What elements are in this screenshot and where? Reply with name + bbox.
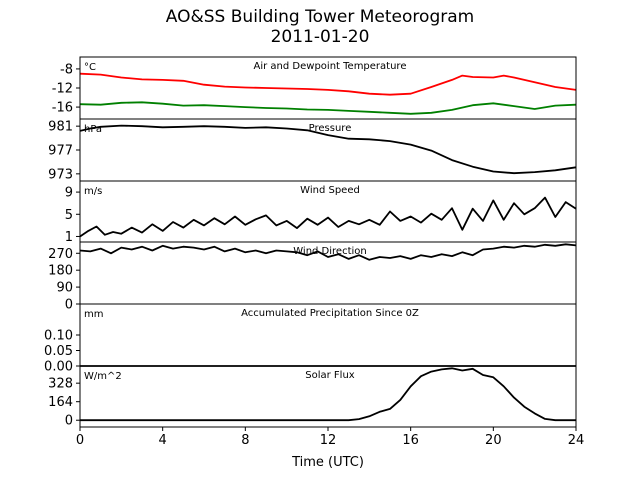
x-tick-label: 16 xyxy=(402,433,419,448)
unit-label-solar: W/m^2 xyxy=(84,371,122,382)
y-tick-label-wind_speed: 5 xyxy=(65,208,73,223)
y-tick-label-wind_direction: 270 xyxy=(48,247,73,262)
series-line-temperature-0 xyxy=(79,72,577,96)
y-tick-label-wind_direction: 0 xyxy=(65,298,73,313)
panel-pressure: 981 977 973 hPa Pressure xyxy=(48,118,577,182)
x-tick-label: 12 xyxy=(320,433,337,448)
panel-title-pressure: Pressure xyxy=(309,123,352,134)
x-tick-label: 20 xyxy=(485,433,502,448)
y-tick-label-temperature: -12 xyxy=(52,82,73,97)
y-tick-label-precipitation: 0.00 xyxy=(44,360,73,375)
panel-solar: 328 164 0 W/m^2 Solar Flux 0 4 8 12 16 20 24 xyxy=(48,365,585,448)
y-tick-label-temperature: -8 xyxy=(60,62,73,77)
series-line-temperature-1 xyxy=(79,101,577,115)
y-tick-label-solar: 0 xyxy=(65,414,73,429)
unit-label-wind_speed: m/s xyxy=(84,186,102,197)
series-line-wind_direction-0 xyxy=(79,243,577,261)
y-tick-label-pressure: 981 xyxy=(48,120,73,135)
panel-precipitation: 0.100.050.00 mm Accumulated Precipitation … xyxy=(44,303,577,375)
y-tick-label-wind_direction: 90 xyxy=(56,281,73,296)
series-line-wind_speed-0 xyxy=(79,196,577,238)
unit-label-precipitation: mm xyxy=(84,309,103,320)
y-tick-label-pressure: 973 xyxy=(48,167,73,182)
y-tick-label-wind_direction: 180 xyxy=(48,264,73,279)
panel-temperature: -8 -12 -16 °C Air and Dewpoint Temperature xyxy=(52,56,577,120)
series-line-solar-0 xyxy=(80,367,576,422)
unit-label-temperature: °C xyxy=(84,62,96,73)
unit-label-pressure: hPa xyxy=(84,124,102,135)
y-tick-label-solar: 164 xyxy=(48,395,73,410)
panel-title-precipitation: Accumulated Precipitation Since 0Z xyxy=(241,308,419,319)
y-tick-label-precipitation: 0.10 xyxy=(44,329,73,344)
chart-subtitle: 2011-01-20 xyxy=(270,27,370,47)
y-tick-label-precipitation: 0.05 xyxy=(44,344,73,359)
series-line-pressure-0 xyxy=(79,124,577,175)
panel-title-temperature: Air and Dewpoint Temperature xyxy=(254,61,407,72)
x-tick-label: 24 xyxy=(568,433,585,448)
panel-title-wind_speed: Wind Speed xyxy=(300,185,360,196)
x-tick-label: 4 xyxy=(159,433,167,448)
panel-title-wind_direction: Wind Direction xyxy=(293,246,367,257)
x-axis-label: Time (UTC) xyxy=(291,455,364,470)
y-tick-label-temperature: -16 xyxy=(52,101,73,116)
y-tick-label-wind_speed: 1 xyxy=(65,230,73,245)
x-tick-label: 0 xyxy=(76,433,84,448)
y-tick-label-solar: 328 xyxy=(48,377,73,392)
chart-title: AO&SS Building Tower Meteorogram xyxy=(165,7,475,27)
y-tick-label-wind_speed: 9 xyxy=(65,186,73,201)
panel-wind_direction: 270 180 90 0 Wind Direction xyxy=(48,241,577,313)
y-tick-label-pressure: 977 xyxy=(48,144,73,159)
panel-wind_speed: 9 5 1 m/s Wind Speed xyxy=(65,180,577,245)
x-tick-label: 8 xyxy=(241,433,249,448)
panel-title-solar: Solar Flux xyxy=(305,370,355,381)
